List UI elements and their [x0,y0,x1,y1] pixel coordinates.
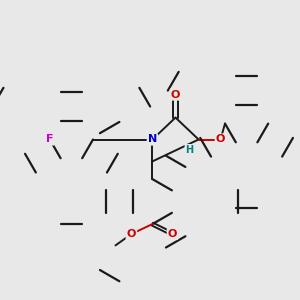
Text: O: O [171,89,180,100]
Text: F: F [46,134,53,145]
Text: N: N [148,134,157,145]
Text: O: O [127,229,136,239]
Text: H: H [185,145,194,155]
Text: O: O [216,134,225,145]
Text: O: O [168,229,177,239]
